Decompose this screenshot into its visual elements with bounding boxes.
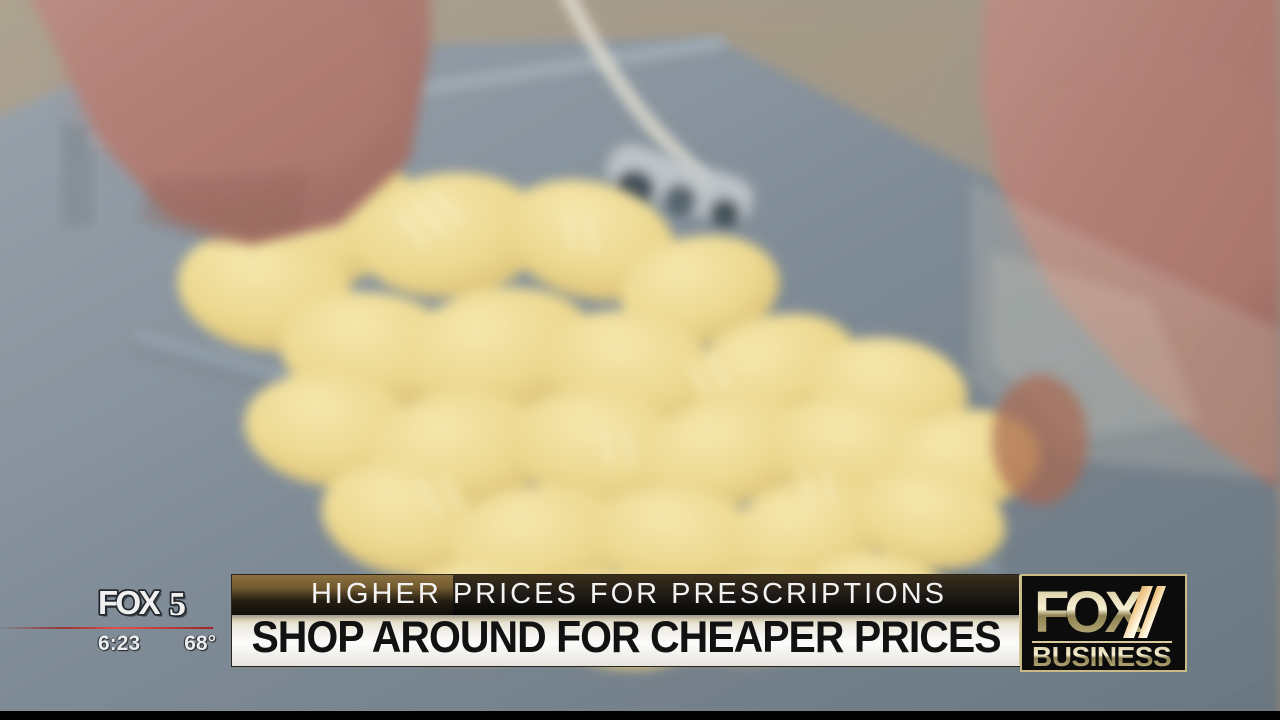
svg-text:FOX: FOX [98, 584, 161, 621]
svg-text:BUSINESS: BUSINESS [1032, 641, 1171, 670]
svg-text:5: 5 [169, 586, 186, 623]
